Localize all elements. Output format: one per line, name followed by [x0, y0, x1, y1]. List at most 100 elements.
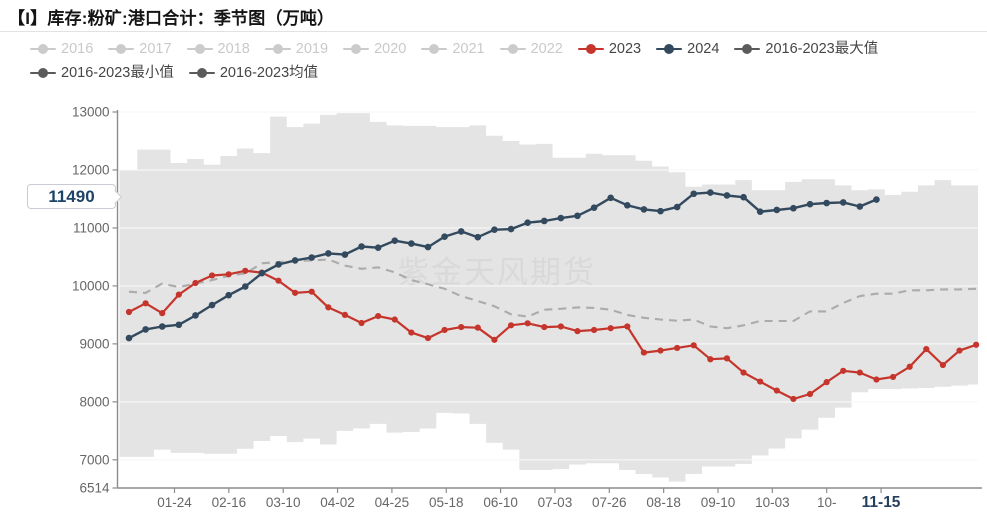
y-tick-label: 10000: [72, 278, 110, 293]
legend-label: 2024: [687, 41, 720, 57]
legend-marker-icon: [186, 44, 213, 54]
series-2023-point: [624, 323, 631, 330]
series-2024-point: [823, 199, 830, 207]
title-divider: [0, 31, 987, 32]
series-2023-point: [125, 308, 133, 316]
series-2024-point: [291, 257, 299, 264]
legend-item-2016-2023-[interactable]: 2016-2023均值: [188, 62, 318, 84]
series-2024-point: [657, 207, 664, 215]
series-2023-point: [889, 373, 897, 381]
series-2024-point: [208, 301, 216, 309]
x-tick-label: 10-: [817, 495, 837, 510]
legend-marker-icon: [264, 44, 291, 54]
series-2024-point: [408, 240, 415, 247]
series-2023-point: [790, 395, 797, 403]
x-tick-label: 07-03: [538, 495, 573, 510]
legend-marker-icon: [30, 44, 56, 54]
series-2024-point: [806, 200, 814, 208]
series-2024-point: [873, 196, 880, 203]
legend-item-2023[interactable]: 2023: [577, 38, 641, 60]
series-2024-point: [773, 206, 781, 214]
x-tick-label-current: 11-15: [862, 494, 901, 511]
series-2024-point: [358, 243, 365, 250]
y-tick-label: 7000: [79, 452, 109, 467]
series-2023-point: [823, 379, 830, 386]
series-2023-point: [674, 344, 681, 352]
series-2023-point: [242, 267, 249, 274]
series-2023-point: [640, 349, 648, 356]
series-2023-point: [375, 312, 382, 320]
series-2024-point: [856, 203, 864, 210]
y-tick-label: 11000: [73, 220, 110, 235]
series-2024-point: [441, 233, 448, 240]
legend-marker-icon: [421, 44, 448, 54]
series-2023-point: [590, 326, 598, 334]
legend-item-2017[interactable]: 2017: [108, 38, 172, 60]
series-2023-point: [524, 320, 531, 327]
series-2024-point: [839, 199, 847, 206]
series-2023-point: [441, 326, 448, 334]
legend-label: 2022: [530, 41, 563, 57]
x-tick-label: 01-24: [157, 495, 192, 510]
legend-marker-icon: [108, 44, 135, 54]
series-2023-point: [325, 304, 332, 311]
series-2023-point: [973, 341, 980, 348]
legend-marker-icon: [499, 44, 526, 54]
legend-item-2022[interactable]: 2022: [499, 38, 563, 60]
series-2023-point: [391, 316, 398, 323]
legend-label: 2019: [295, 41, 329, 57]
series-2024-point: [524, 219, 531, 227]
series-2023-point: [541, 323, 548, 331]
legend-label: 2021: [452, 41, 485, 57]
y-tick-label: 8000: [79, 394, 109, 409]
legend-item-2016[interactable]: 2016: [30, 38, 93, 60]
legend-item-2021[interactable]: 2021: [421, 38, 485, 60]
series-2024-point: [574, 212, 581, 220]
legend-item-2020[interactable]: 2020: [343, 38, 406, 60]
series-2023-point: [723, 355, 731, 362]
legend-item-2016-2023-[interactable]: 2016-2023最小值: [30, 62, 174, 84]
series-2023-point: [507, 322, 515, 329]
x-tick-label: 09-10: [701, 495, 736, 510]
series-2024-point: [175, 321, 183, 329]
legend-item-2024[interactable]: 2024: [656, 38, 719, 60]
legend-item-2016-2023-[interactable]: 2016-2023最大值: [734, 38, 878, 60]
series-mean-line: [128, 258, 977, 330]
legend-row-1: 2016 2017 2018 2019 2020 2021 2022 2023 2024 2016…: [30, 37, 980, 61]
y-tick-label: 6514: [79, 481, 110, 496]
y-tick-label: 9000: [79, 336, 109, 351]
series-2024-point: [624, 202, 631, 209]
legend-item-2019[interactable]: 2019: [264, 38, 329, 60]
legend-row-2: 2016-2023最小值 2016-2023均值: [30, 61, 980, 85]
legend-label: 2016: [61, 41, 94, 57]
legend-marker-icon: [188, 68, 215, 78]
series-2023-point: [159, 310, 166, 317]
series-2023-point: [707, 356, 714, 363]
legend-item-2018[interactable]: 2018: [186, 38, 250, 60]
x-tick-label: 04-02: [320, 495, 355, 510]
legend-label: 2017: [139, 41, 172, 57]
series-2023-point: [607, 325, 614, 332]
x-tick-label: 07-26: [592, 495, 627, 510]
x-tick-label: 10-03: [755, 495, 790, 510]
legend-marker-icon: [577, 44, 604, 54]
series-2023-point: [308, 288, 315, 295]
series-2024-point: [507, 225, 515, 233]
series-2024-line: [128, 191, 877, 340]
series-2023-point: [657, 347, 664, 354]
series-2024-point: [557, 214, 565, 222]
series-2024-point: [474, 233, 482, 241]
series-2023-point: [175, 291, 182, 298]
series-2023-point: [806, 390, 814, 398]
series-2023-point: [690, 342, 697, 349]
series-2023-point: [192, 279, 199, 287]
series-2023-point: [557, 323, 564, 330]
series-2024-point: [241, 283, 249, 290]
series-2024-point: [540, 217, 548, 225]
chart-title: 【I】库存:粉矿:港口合计：季节图（万吨）: [8, 9, 335, 28]
series-2023-point: [574, 328, 581, 335]
legend-label: 2016-2023最小值: [61, 65, 174, 81]
series-2023-point: [142, 300, 149, 307]
